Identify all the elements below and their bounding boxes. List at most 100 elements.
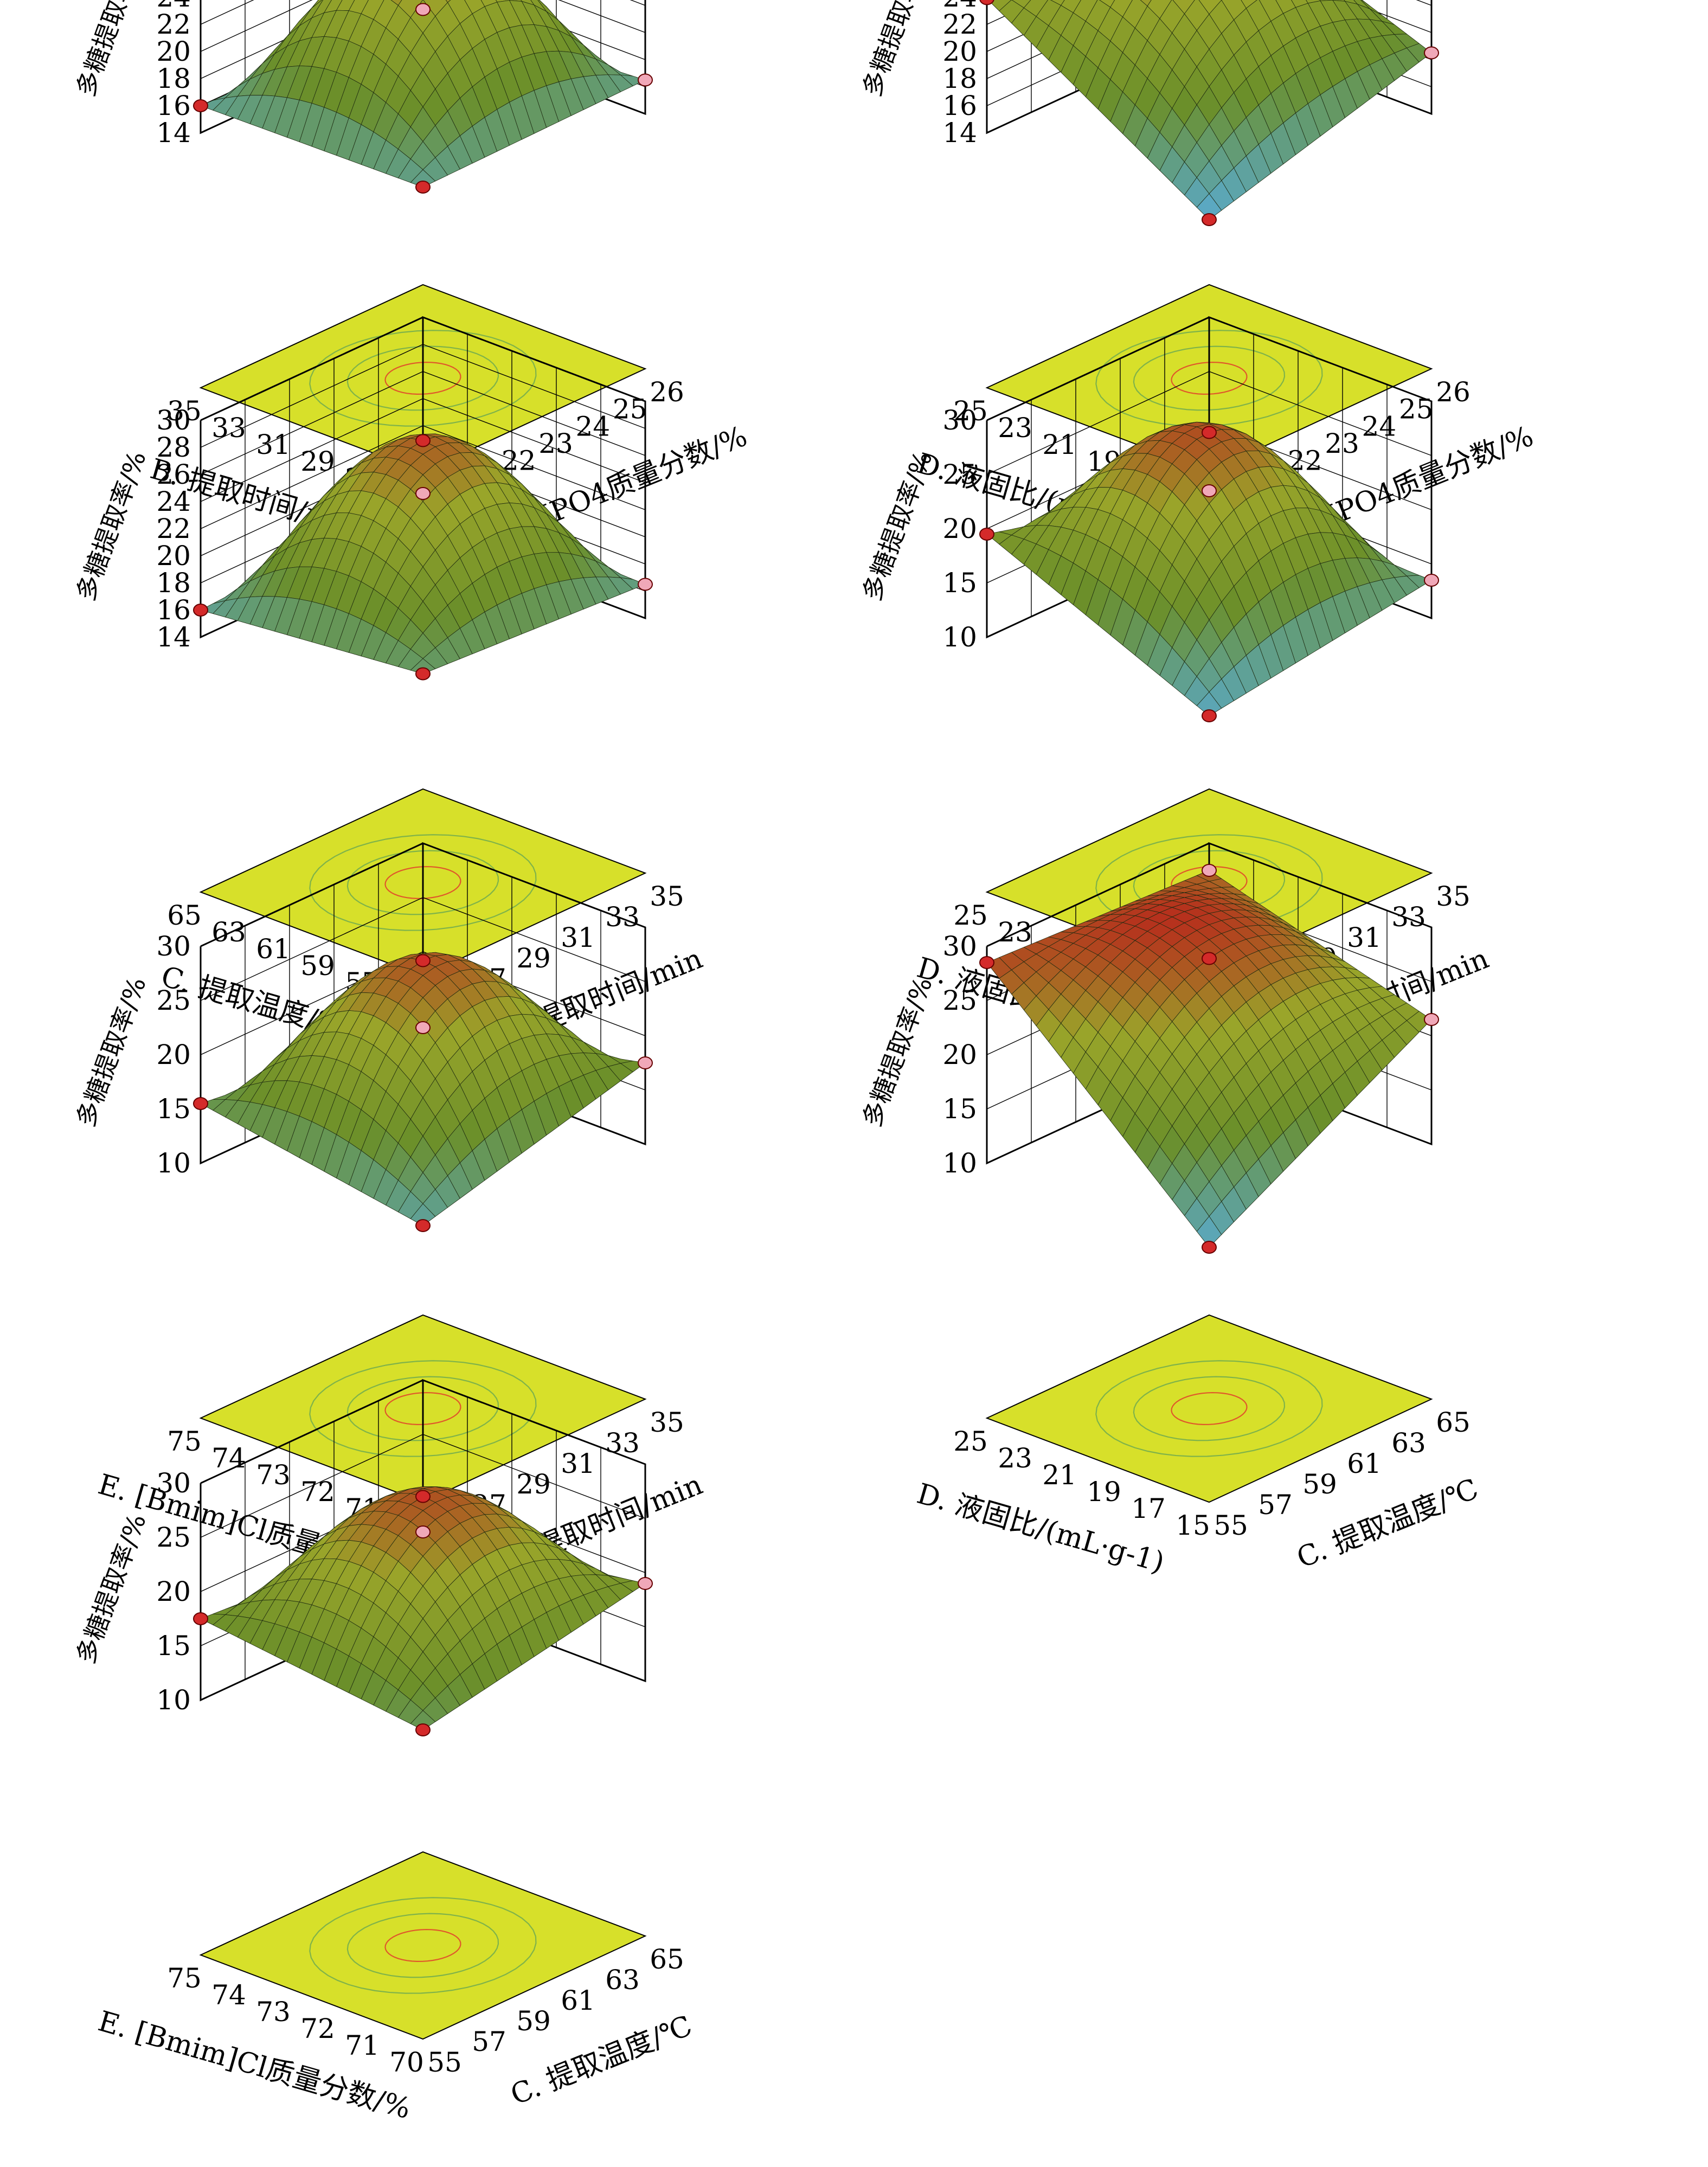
x-tick-label: 24 <box>576 411 611 442</box>
x-tick-label: 24 <box>1362 411 1397 442</box>
contour-line <box>346 1376 499 1441</box>
y-tick-label: 70 <box>389 2047 424 2078</box>
y-tick-label: 61 <box>256 933 291 965</box>
y-tick-label: 73 <box>256 1459 291 1491</box>
z-gridline <box>200 0 646 52</box>
contour-line <box>384 1392 461 1425</box>
z-tick-label: 14 <box>156 117 191 149</box>
z-tick-label: 25 <box>942 985 977 1016</box>
design-point-marker <box>415 1525 431 1538</box>
design-point-marker <box>193 1612 208 1625</box>
y-tick-label: 23 <box>998 916 1032 948</box>
z-tick-label: 20 <box>942 513 977 544</box>
z-tick-label: 20 <box>156 540 191 572</box>
z-tick-label: 28 <box>156 432 191 463</box>
x-tick-label: 35 <box>650 881 684 912</box>
design-point-marker <box>638 578 653 591</box>
y-tick-label: 25 <box>953 900 988 931</box>
z-tick-label: 18 <box>156 63 191 94</box>
y-tick-label: 21 <box>1042 429 1077 460</box>
z-tick-label: 15 <box>942 1093 977 1125</box>
design-points <box>193 3 653 194</box>
design-point-marker <box>193 604 208 617</box>
y-tick-label: 21 <box>1042 1459 1077 1491</box>
x-tick-label: 23 <box>1325 428 1359 459</box>
contour-line <box>1095 1360 1323 1457</box>
z-axis-label: 多糖提取率/% <box>70 447 152 604</box>
z-tick-label: 18 <box>942 63 977 94</box>
y-tick-label: 75 <box>167 1426 202 1457</box>
x-tick-label: 33 <box>605 1427 640 1459</box>
design-point-marker <box>638 1056 653 1069</box>
design-points <box>193 954 653 1232</box>
z-tick-label: 20 <box>156 1039 191 1070</box>
x-tick-label: 31 <box>561 1448 595 1479</box>
design-point-marker <box>979 956 994 969</box>
surface-cell <box>1196 691 1222 716</box>
z-tick-label: 10 <box>942 621 977 653</box>
contour-line <box>384 361 461 395</box>
z-tick-label: 20 <box>156 36 191 67</box>
contour-line <box>1133 1376 1286 1441</box>
design-point-marker <box>193 99 208 112</box>
x-tick-label: 25 <box>613 394 647 425</box>
z-tick-label: 30 <box>156 1467 191 1499</box>
z-tick-label: 25 <box>156 1522 191 1553</box>
z-axis-label: 多糖提取率/% <box>857 973 938 1130</box>
x-tick-label: 65 <box>650 1944 684 1975</box>
design-points <box>979 864 1439 1254</box>
x-tick-labels: 55 57 59 61 63 65 <box>427 1944 684 2078</box>
z-tick-label: 16 <box>156 594 191 626</box>
y-tick-label: 73 <box>256 1996 291 2028</box>
z-tick-label: 10 <box>942 1147 977 1179</box>
contour-floor <box>985 1314 1433 1503</box>
z-tick-labels: 10 15 20 25 30 <box>156 931 191 1179</box>
response-surface <box>987 0 1432 220</box>
design-point-marker <box>1202 426 1217 439</box>
surface-cell <box>1196 193 1222 220</box>
design-point-marker <box>1424 574 1439 587</box>
x-tick-label: 25 <box>1399 394 1434 425</box>
design-point-marker <box>1202 952 1217 965</box>
design-point-marker <box>415 434 431 447</box>
contour-line <box>309 834 537 931</box>
y-tick-labels: 70 71 72 73 74 75 <box>167 1963 424 2078</box>
contour-line <box>1171 1392 1248 1425</box>
z-tick-label: 30 <box>942 931 977 962</box>
z-axis-label: 多糖提取率/% <box>70 973 152 1130</box>
x-tick-label: 61 <box>561 1985 595 2016</box>
x-tick-label: 59 <box>516 2005 551 2037</box>
y-tick-label: 31 <box>256 429 291 460</box>
z-tick-label: 14 <box>942 117 977 149</box>
y-tick-label: 19 <box>1087 1476 1121 1508</box>
y-tick-label: 72 <box>300 1476 335 1508</box>
y-tick-label: 72 <box>300 2013 335 2044</box>
z-tick-label: 22 <box>156 9 191 40</box>
z-tick-label: 15 <box>156 1093 191 1125</box>
design-point-marker <box>415 954 431 967</box>
contour-line <box>384 865 461 899</box>
z-tick-label: 24 <box>156 0 191 13</box>
y-tick-labels: 15 17 19 21 23 25 <box>953 1426 1210 1541</box>
contour-line <box>1171 361 1248 395</box>
design-point-marker <box>193 1097 208 1110</box>
z-tick-label: 10 <box>156 1684 191 1716</box>
z-tick-label: 10 <box>156 1147 191 1179</box>
design-point-marker <box>638 1577 653 1590</box>
y-tick-label: 74 <box>211 1979 246 2011</box>
design-point-marker <box>1424 1013 1439 1026</box>
z-tick-label: 20 <box>942 1039 977 1070</box>
x-tick-label: 63 <box>1391 1427 1426 1459</box>
x-tick-label: 31 <box>1347 922 1382 953</box>
y-tick-label: 74 <box>211 1442 246 1474</box>
surface-cell <box>410 1203 436 1226</box>
z-axis-label: 多糖提取率/% <box>857 0 938 100</box>
response-surface <box>200 433 646 674</box>
design-point-marker <box>1202 484 1217 497</box>
contour-line <box>346 345 499 411</box>
z-tick-label: 30 <box>156 405 191 436</box>
z-tick-label: 15 <box>156 1630 191 1662</box>
z-tick-label: 20 <box>156 1576 191 1607</box>
